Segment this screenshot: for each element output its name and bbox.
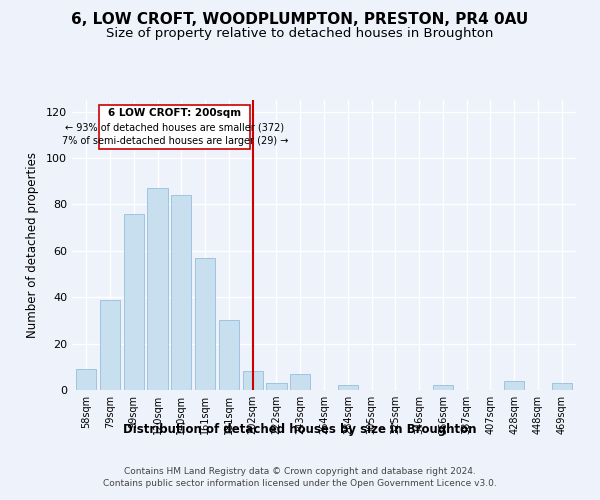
Bar	[433, 386, 453, 390]
Text: 6, LOW CROFT, WOODPLUMPTON, PRESTON, PR4 0AU: 6, LOW CROFT, WOODPLUMPTON, PRESTON, PR4…	[71, 12, 529, 28]
Text: 6 LOW CROFT: 200sqm: 6 LOW CROFT: 200sqm	[108, 108, 241, 118]
Bar	[171, 195, 191, 390]
Bar	[219, 320, 239, 390]
Bar	[124, 214, 144, 390]
Text: 7% of semi-detached houses are larger (29) →: 7% of semi-detached houses are larger (2…	[62, 136, 288, 146]
Text: Contains public sector information licensed under the Open Government Licence v3: Contains public sector information licen…	[103, 479, 497, 488]
Bar	[290, 374, 310, 390]
Bar	[148, 188, 167, 390]
Bar	[338, 386, 358, 390]
Bar	[504, 380, 524, 390]
Bar	[100, 300, 120, 390]
Bar	[195, 258, 215, 390]
Text: Contains HM Land Registry data © Crown copyright and database right 2024.: Contains HM Land Registry data © Crown c…	[124, 468, 476, 476]
Text: ← 93% of detached houses are smaller (372): ← 93% of detached houses are smaller (37…	[65, 122, 284, 132]
Bar	[76, 369, 97, 390]
Y-axis label: Number of detached properties: Number of detached properties	[26, 152, 39, 338]
Bar	[266, 383, 287, 390]
Text: Size of property relative to detached houses in Broughton: Size of property relative to detached ho…	[106, 28, 494, 40]
FancyBboxPatch shape	[100, 104, 250, 148]
Text: Distribution of detached houses by size in Broughton: Distribution of detached houses by size …	[123, 422, 477, 436]
Bar	[242, 372, 263, 390]
Bar	[551, 383, 572, 390]
